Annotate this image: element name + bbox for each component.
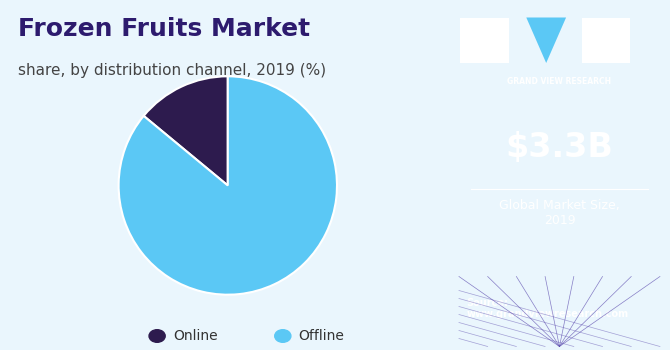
Polygon shape [527,18,566,63]
Point [467,187,475,191]
Text: share, by distribution channel, 2019 (%): share, by distribution channel, 2019 (%) [18,63,326,78]
Circle shape [275,330,291,342]
Text: $3.3B: $3.3B [505,131,614,163]
FancyBboxPatch shape [582,18,630,63]
Text: Offline: Offline [299,329,344,343]
Point [644,187,652,191]
FancyBboxPatch shape [460,18,509,63]
Wedge shape [143,76,228,186]
Text: Global Market Size,
2019: Global Market Size, 2019 [499,199,620,228]
Text: GRAND VIEW RESEARCH: GRAND VIEW RESEARCH [507,77,612,86]
Text: Source:
www.grandviewresearch.com: Source: www.grandviewresearch.com [466,298,628,319]
Text: Online: Online [173,329,218,343]
Text: Frozen Fruits Market: Frozen Fruits Market [18,18,310,42]
Wedge shape [119,76,337,295]
Circle shape [149,330,165,342]
